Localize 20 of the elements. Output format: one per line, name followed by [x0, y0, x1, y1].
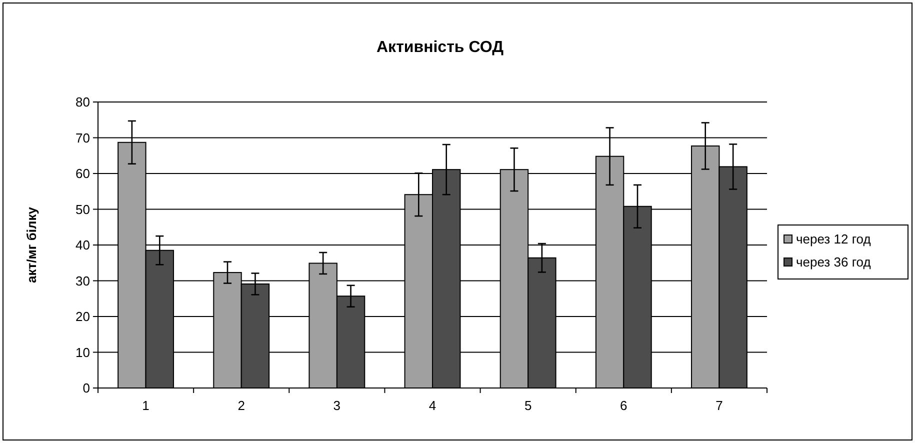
y-tick-label: 30 — [76, 273, 90, 288]
x-tick-label: 2 — [238, 398, 245, 413]
x-tick-label: 1 — [142, 398, 150, 413]
y-tick-label: 40 — [76, 238, 90, 253]
x-tick-label: 5 — [524, 398, 532, 413]
legend-label: через 12 год — [796, 232, 872, 247]
y-tick-label: 20 — [76, 309, 90, 324]
legend-label: через 36 год — [796, 254, 872, 270]
x-tick-label: 4 — [428, 398, 436, 413]
y-tick-label: 60 — [76, 166, 90, 182]
y-tick-label: 0 — [82, 380, 90, 396]
y-axis-title: акт/мг білку — [24, 206, 39, 283]
y-tick-label: 50 — [76, 202, 90, 217]
y-tick-label: 70 — [76, 130, 90, 146]
y-tick-label: 10 — [76, 344, 90, 360]
x-tick-label: 6 — [620, 398, 628, 413]
x-tick-label: 7 — [716, 398, 723, 413]
x-tick-label: 3 — [333, 398, 341, 413]
chart-title: Активність СОД — [376, 39, 504, 56]
y-tick-label: 80 — [76, 94, 90, 110]
